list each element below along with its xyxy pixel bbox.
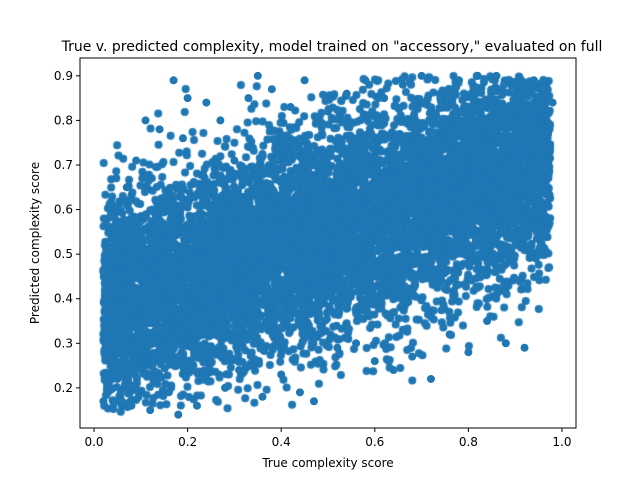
scatter-point — [501, 339, 510, 348]
x-tick-label: 0.2 — [178, 435, 197, 449]
scatter-point — [207, 348, 216, 357]
scatter-point — [122, 183, 131, 192]
scatter-point — [160, 205, 169, 214]
scatter-point — [104, 343, 113, 352]
x-tick-label: 1.0 — [552, 435, 571, 449]
scatter-point — [543, 129, 552, 138]
scatter-point — [398, 80, 407, 89]
scatter-point — [473, 71, 482, 80]
scatter-point — [380, 94, 389, 103]
x-axis-label: True complexity score — [261, 456, 393, 470]
scatter-point — [192, 401, 201, 410]
y-axis-label: Predicted complexity score — [28, 162, 42, 324]
scatter-point — [235, 366, 244, 375]
scatter-point — [520, 343, 529, 352]
scatter-point — [389, 366, 398, 375]
scatter-point — [492, 71, 501, 80]
scatter-point — [426, 374, 435, 383]
scatter-point — [464, 348, 473, 357]
scatter-point — [99, 397, 108, 406]
x-tick-label: 0.8 — [459, 435, 478, 449]
scatter-point — [455, 76, 464, 85]
scatter-point — [333, 343, 342, 352]
scatter-point — [483, 317, 492, 326]
scatter-point — [324, 107, 332, 116]
scatter-point — [183, 94, 192, 103]
x-tick-label: 0.6 — [365, 435, 384, 449]
scatter-point — [216, 116, 225, 125]
scatter-point — [370, 357, 379, 366]
scatter-point — [277, 370, 286, 379]
y-tick-label: 0.8 — [54, 113, 73, 127]
y-tick-label: 0.2 — [54, 381, 73, 395]
plot-frame — [79, 57, 577, 429]
scatter-point — [361, 76, 370, 85]
scatter-point — [155, 125, 164, 134]
scatter-point — [99, 267, 108, 276]
scatter-point — [221, 383, 230, 392]
scatter-point — [164, 388, 173, 397]
scatter-point — [146, 406, 155, 415]
y-tick-label: 0.6 — [54, 203, 73, 217]
scatter-point — [132, 156, 141, 165]
scatter-point — [136, 339, 145, 348]
scatter-point — [150, 236, 159, 245]
x-tick-label: 0.4 — [272, 435, 291, 449]
scatter-point — [445, 330, 454, 339]
y-tick-label: 0.5 — [54, 247, 73, 261]
scatter-point — [417, 71, 426, 80]
scatter-point — [436, 94, 445, 103]
scatter-point — [178, 134, 187, 143]
scatter-point — [309, 397, 318, 406]
scatter-point — [258, 392, 267, 401]
scatter-point — [267, 85, 276, 94]
scatter-point — [230, 156, 239, 165]
scatter-point — [127, 401, 136, 410]
y-tick-label: 0.9 — [54, 69, 73, 83]
x-tick-label: 0.0 — [84, 435, 103, 449]
scatter-point — [342, 89, 351, 98]
data-points — [80, 58, 576, 428]
scatter-point — [286, 103, 295, 112]
scatter-point — [543, 160, 552, 169]
scatter-point — [511, 80, 520, 89]
chart-title: True v. predicted complexity, model trai… — [61, 39, 603, 55]
y-tick-label: 0.4 — [54, 292, 73, 306]
scatter-point — [295, 388, 304, 397]
density-cloud — [80, 58, 576, 428]
scatter-point — [113, 374, 122, 383]
scatter-point — [529, 76, 538, 85]
scatter-point — [202, 98, 211, 107]
y-tick-label: 0.3 — [54, 336, 73, 350]
scatter-point — [408, 352, 417, 361]
scatter-point — [253, 71, 262, 80]
scatter-point — [548, 98, 557, 107]
scatter-point — [118, 218, 127, 227]
y-axis: 0.2 0.3 0.4 0.5 0.6 0.7 0.8 0.9 — [54, 69, 80, 395]
scatter-point — [352, 339, 361, 348]
scatter-point — [169, 76, 178, 85]
scatter-point — [174, 410, 183, 419]
x-axis: 0.0 0.2 0.4 0.6 0.8 1.0 — [84, 428, 572, 449]
scatter-point — [108, 308, 117, 317]
scatter-point — [188, 321, 197, 330]
scatter-point — [300, 76, 309, 85]
scatter-point — [244, 94, 253, 103]
y-tick-label: 0.7 — [54, 158, 73, 172]
scatter-point — [141, 116, 150, 125]
scatter-point — [539, 232, 548, 241]
